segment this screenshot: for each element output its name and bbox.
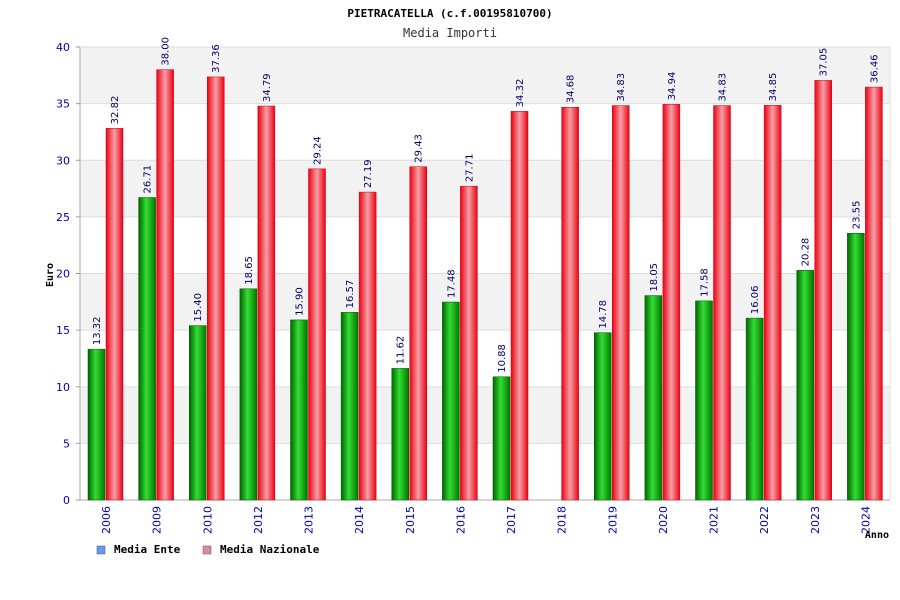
data-label: 26.71 (143, 165, 154, 194)
bar-media-nazionale-2015 (409, 166, 427, 501)
y-tick-label: 35 (56, 98, 70, 111)
y-tick-label: 30 (56, 154, 70, 167)
data-label: 32.82 (110, 96, 121, 125)
y-tick-label: 5 (63, 437, 70, 450)
x-tick-label: 2024 (859, 506, 872, 534)
data-label: 29.43 (414, 134, 425, 163)
data-label: 34.83 (616, 73, 627, 102)
y-axis-label: Euro (45, 263, 56, 287)
x-tick-label: 2021 (708, 506, 721, 534)
data-label: 37.05 (819, 48, 830, 77)
bar-media-nazionale-2019 (612, 105, 630, 501)
bar-media-ente-2012 (239, 288, 258, 501)
bar-media-nazionale-2024 (865, 86, 883, 501)
x-tick-label: 2006 (100, 506, 113, 534)
bar-media-nazionale-2018 (561, 106, 579, 501)
data-label: 37.36 (211, 44, 222, 73)
data-label: 15.40 (193, 293, 204, 322)
bar-media-nazionale-2021 (713, 105, 731, 501)
data-label: 20.28 (801, 238, 812, 267)
data-label: 11.62 (396, 336, 407, 365)
y-tick-label: 40 (56, 41, 70, 54)
bar-media-ente-2014 (340, 312, 359, 501)
x-axis-label: Anno (865, 530, 889, 541)
legend: Media Ente Media Nazionale (96, 543, 320, 556)
data-label: 14.78 (598, 300, 609, 329)
bar-media-nazionale-2006 (105, 128, 124, 501)
x-tick-label: 2020 (657, 506, 670, 534)
data-label: 10.88 (497, 344, 508, 373)
legend-label-ente: Media Ente (114, 543, 181, 556)
legend-swatch-ente (96, 545, 106, 555)
x-tick-label: 2017 (505, 506, 518, 534)
bar-media-nazionale-2012 (257, 105, 276, 501)
chart-subtitle: Media Importi (403, 26, 497, 40)
data-label: 15.90 (295, 287, 306, 316)
bar-media-ente-2010 (189, 325, 207, 501)
y-tick-label: 20 (56, 268, 70, 281)
chart-title: PIETRACATELLA (c.f.00195810700) (347, 7, 552, 20)
bar-media-ente-2013 (290, 319, 308, 501)
bar-media-ente-2009 (138, 197, 156, 501)
bar-media-nazionale-2016 (460, 185, 478, 501)
bar-media-nazionale-2020 (662, 104, 681, 501)
x-tick-label: 2013 (303, 506, 316, 534)
bar-media-nazionale-2023 (814, 80, 832, 501)
y-tick-label: 0 (63, 494, 70, 507)
bar-media-ente-2015 (391, 368, 409, 501)
data-label: 16.57 (345, 280, 356, 309)
bar-media-ente-2006 (87, 348, 106, 501)
data-label: 34.32 (515, 79, 526, 108)
bar-media-nazionale-2009 (156, 69, 174, 501)
bar-media-ente-2016 (442, 301, 460, 501)
bar-media-nazionale-2017 (510, 111, 529, 501)
y-tick-label: 25 (56, 211, 70, 224)
data-label: 34.68 (566, 75, 577, 104)
data-label: 27.71 (464, 154, 475, 183)
data-label: 13.32 (92, 317, 103, 346)
bar-media-ente-2024 (847, 233, 865, 501)
bar-media-nazionale-2010 (207, 76, 225, 501)
bar-media-ente-2021 (695, 300, 713, 501)
x-tick-label: 2016 (454, 506, 467, 534)
data-label: 34.94 (667, 72, 678, 101)
bar-media-ente-2023 (796, 270, 814, 501)
data-label: 38.00 (161, 37, 172, 66)
y-tick-label: 15 (56, 324, 70, 337)
x-tick-label: 2014 (353, 506, 366, 534)
data-label: 17.58 (700, 268, 711, 297)
data-label: 34.83 (718, 73, 729, 102)
bar-media-ente-2020 (644, 295, 663, 501)
data-label: 27.19 (363, 159, 374, 188)
x-tick-label: 2019 (606, 506, 619, 534)
data-label: 34.79 (262, 73, 273, 102)
bar-media-ente-2017 (492, 376, 511, 501)
data-label: 16.06 (750, 285, 761, 314)
data-label: 18.65 (244, 256, 255, 285)
bar-media-nazionale-2022 (763, 105, 782, 501)
legend-label-nazionale: Media Nazionale (220, 543, 320, 556)
x-axis: 2006 2009 2010 2012 2013 2014 2015 2016 2017 2018… (100, 506, 872, 534)
x-tick-label: 2022 (758, 506, 771, 534)
x-tick-label: 2018 (556, 506, 569, 534)
bars-layer: 13.32 32.82 26.71 38.00 15.40 37.36 18.65 34.79… (87, 37, 883, 501)
x-tick-label: 2010 (201, 506, 214, 534)
x-tick-label: 2015 (404, 506, 417, 534)
bar-media-ente-2019 (594, 332, 612, 501)
data-label: 29.24 (313, 136, 324, 165)
bar-media-nazionale-2013 (308, 168, 326, 501)
bar-media-ente-2022 (745, 317, 764, 501)
bar-media-nazionale-2014 (358, 191, 377, 501)
x-tick-label: 2009 (151, 506, 164, 534)
data-label: 17.48 (446, 269, 457, 298)
legend-swatch-nazionale (202, 545, 212, 555)
data-label: 23.55 (851, 201, 862, 230)
data-label: 36.46 (869, 54, 880, 83)
x-tick-label: 2023 (809, 506, 822, 534)
x-tick-label: 2012 (252, 506, 265, 534)
y-tick-label: 10 (56, 381, 70, 394)
data-label: 18.05 (649, 263, 660, 292)
data-label: 34.85 (768, 73, 779, 102)
